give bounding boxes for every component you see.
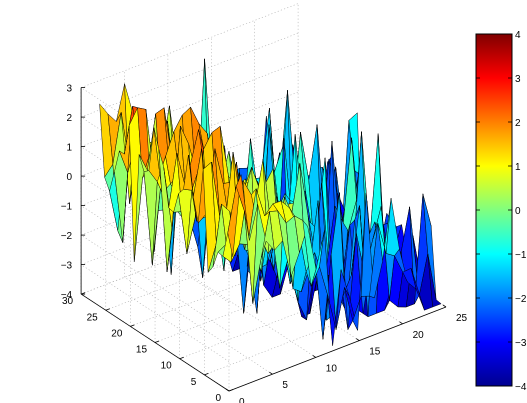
surface-plot [99,58,442,346]
surface-facet [427,253,442,308]
y-tick-label: 25 [87,312,99,323]
colorbar: −4 −3 −2 −1 0 1 2 3 4 [475,30,527,393]
y-tick-label: 10 [161,361,173,372]
x-tick-mark [269,371,273,375]
y-tick-label: 20 [111,328,123,339]
y-axis-ticks: 0 5 10 15 20 25 30 [62,292,234,403]
y-tick-label: 30 [62,296,74,307]
z-tick-label: 2 [67,113,73,124]
grid-line [80,3,299,88]
grid-line [80,32,299,118]
grid-line [80,234,230,333]
y-tick-mark [204,372,209,376]
grid-line [124,277,273,375]
colorbar-gradient [475,33,513,387]
colorbar-tick-label: −4 [515,382,527,393]
z-tick-label: 1 [67,143,73,154]
grid-line [80,62,299,147]
colorbar-tick-label: 4 [515,30,521,41]
x-tick-label: 0 [239,397,245,403]
colorbar-tick-label: 0 [515,206,521,217]
y-tick-label: 5 [191,377,197,388]
z-tick-label: 0 [67,172,73,183]
x-axis-ticks: 0 5 10 15 20 25 [225,304,468,403]
y-tick-mark [228,389,234,392]
y-tick-mark [130,324,135,327]
z-tick-label: 3 [67,84,73,95]
y-tick-mark [179,356,184,360]
colorbar-tick-label: −1 [515,250,527,261]
z-tick-label: −2 [61,231,73,242]
colorbar-tick-label: 1 [515,162,521,173]
colorbar-tick-label: 3 [515,74,521,85]
x-tick-label: 20 [413,330,425,341]
x-tick-mark [225,388,230,392]
z-tick-label: −1 [61,202,73,213]
colorbar-ticks: −4 −3 −2 −1 0 1 2 3 4 [476,30,527,393]
x-tick-mark [312,355,317,358]
x-tick-label: 25 [456,313,468,324]
x-tick-mark [399,321,403,325]
y-axis-line [80,293,230,392]
x-axis-line [228,306,447,392]
y-tick-label: 0 [215,393,221,403]
x-tick-label: 15 [369,347,381,358]
z-tick-label: −3 [61,261,73,272]
x-tick-label: 5 [282,380,288,391]
y-tick-mark [105,308,110,311]
grid-line [204,290,422,376]
colorbar-tick-label: −2 [515,294,527,305]
grid-line [167,260,316,358]
colorbar-tick-label: 2 [515,118,521,129]
y-tick-mark [80,292,86,295]
grid-line [80,264,230,362]
y-tick-label: 15 [136,345,148,356]
z-tick-label: −4 [61,290,73,301]
colorbar-tick-label: −3 [515,338,527,349]
x-tick-mark [355,338,360,341]
x-tick-mark [442,304,447,308]
grid-line [80,205,230,303]
y-tick-mark [154,340,160,343]
x-tick-label: 10 [326,363,338,374]
